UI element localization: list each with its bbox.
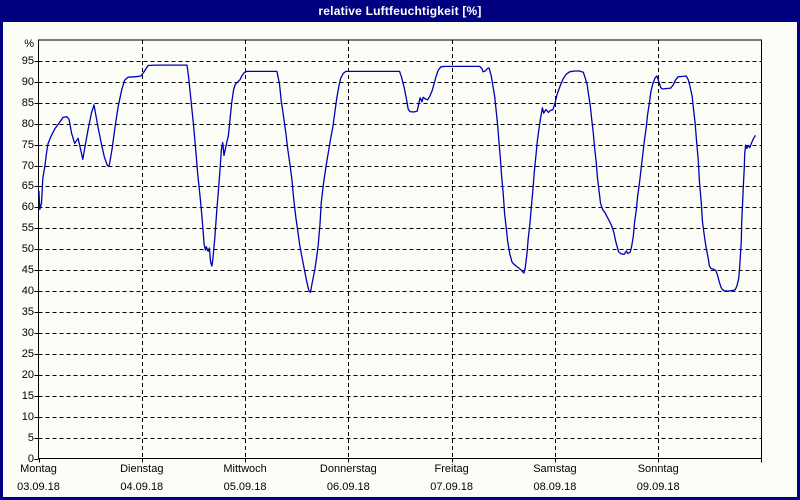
chart-title: relative Luftfeuchtigkeit [%]: [318, 4, 482, 18]
plot-frame: [38, 39, 762, 459]
humidity-line: [38, 64, 757, 294]
title-bar: relative Luftfeuchtigkeit [%]: [0, 0, 800, 22]
